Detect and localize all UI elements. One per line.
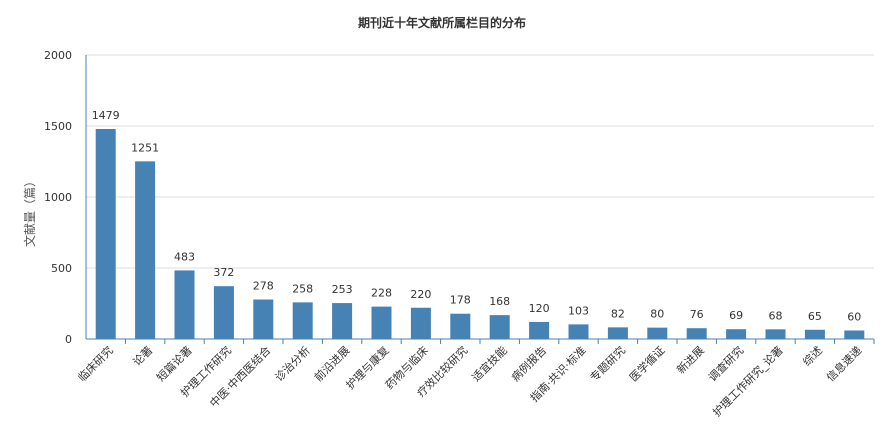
bar <box>174 270 195 339</box>
bar <box>292 302 313 339</box>
data-label: 220 <box>410 288 431 301</box>
y-tick-label: 1000 <box>44 191 72 204</box>
x-tick-label: 新进展 <box>674 343 707 376</box>
y-axis-label: 文献量（篇） <box>22 175 37 247</box>
x-tick-label: 专题研究 <box>587 343 628 384</box>
x-tick-label: 前沿进展 <box>311 343 352 384</box>
bar <box>450 313 471 339</box>
chart-title: 期刊近十年文献所属栏目的分布 <box>358 15 526 30</box>
bar <box>607 327 628 339</box>
bar <box>410 307 431 339</box>
data-label: 103 <box>568 304 589 317</box>
x-tick-label: 论著 <box>130 343 155 368</box>
y-tick-label: 0 <box>65 333 72 346</box>
bar <box>568 324 589 339</box>
data-label: 68 <box>769 309 783 322</box>
data-label: 82 <box>611 307 625 320</box>
x-tick-label: 护理工作研究_论著 <box>710 343 786 419</box>
x-tick-label: 综述 <box>800 343 825 368</box>
bar <box>765 329 786 339</box>
data-label: 80 <box>650 308 664 321</box>
bar <box>647 327 668 339</box>
data-label: 253 <box>332 283 353 296</box>
y-tick-label: 2000 <box>44 49 72 62</box>
bar <box>489 315 510 339</box>
y-tick-label: 500 <box>51 262 72 275</box>
x-tick-label: 信息速递 <box>823 343 864 384</box>
bar <box>529 321 550 339</box>
x-tick-label: 临床研究 <box>75 343 116 384</box>
bar <box>726 329 747 339</box>
data-label: 1251 <box>131 141 159 154</box>
bar <box>844 330 865 339</box>
data-label: 178 <box>450 294 471 307</box>
x-tick-label: 诊治分析 <box>272 343 313 384</box>
bars <box>95 128 865 339</box>
data-label: 65 <box>808 310 822 323</box>
x-tick-label: 短篇论著 <box>154 343 195 384</box>
bar <box>686 328 707 339</box>
data-label: 372 <box>213 266 234 279</box>
data-label: 228 <box>371 287 392 300</box>
data-label: 168 <box>489 295 510 308</box>
bar <box>371 306 392 339</box>
x-tick-label: 调查研究 <box>705 343 746 384</box>
data-label: 278 <box>253 280 274 293</box>
grid-lines <box>86 54 874 269</box>
data-label: 120 <box>529 302 550 315</box>
bar <box>213 286 234 339</box>
data-labels: 1479 1251 483 372 278 258 253 228 220 178 168 120 10… <box>92 109 862 323</box>
bar <box>804 329 825 339</box>
x-tick-label: 适宜技能 <box>469 343 510 384</box>
data-label: 1479 <box>92 109 120 122</box>
bar <box>253 299 274 339</box>
x-tick-label: 病例报告 <box>508 343 549 384</box>
x-tick-label: 医学循证 <box>626 343 667 384</box>
data-label: 258 <box>292 282 313 295</box>
bar <box>135 161 156 339</box>
y-tick-label: 1500 <box>44 120 72 133</box>
bar <box>95 128 116 339</box>
data-label: 483 <box>174 250 195 263</box>
bar <box>332 303 353 339</box>
data-label: 60 <box>847 310 861 323</box>
data-label: 69 <box>729 309 743 322</box>
data-label: 76 <box>690 308 704 321</box>
